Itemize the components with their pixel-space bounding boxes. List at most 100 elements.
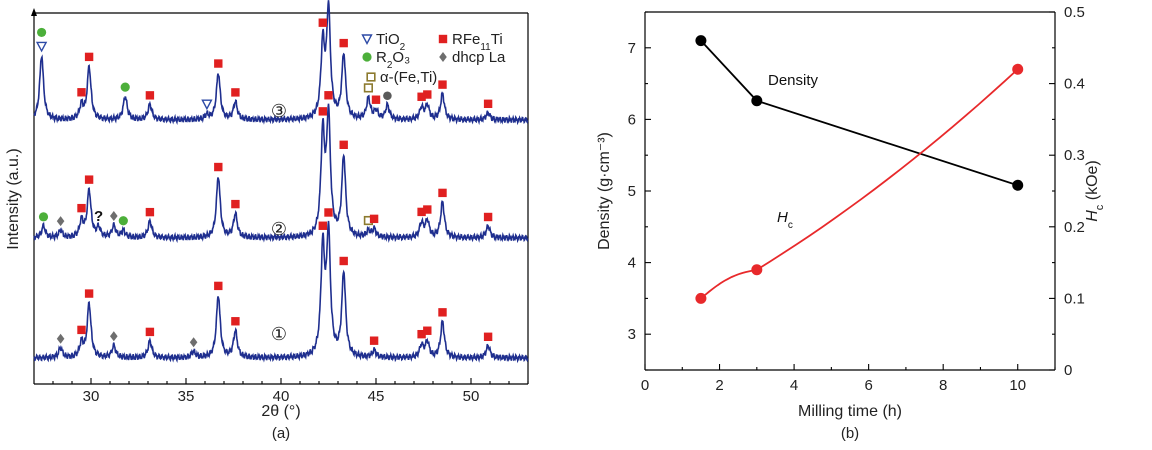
tio2-marker	[201, 99, 213, 111]
rfe11ti-marker	[438, 308, 447, 317]
hc-point	[751, 264, 763, 276]
density-point	[1012, 179, 1024, 191]
pattern-label-2: ②	[271, 219, 287, 239]
legend-text: RFe11Ti	[452, 31, 503, 53]
rfe11ti-marker	[324, 91, 333, 100]
b-left-tick-label: 7	[628, 40, 636, 57]
density-coercivity-panel: 0 2 4 6 8 10 3 4 5 6 7 0 0.1 0.2 0.3 0.4 0.5 Density Hc M…	[596, 4, 1106, 442]
legend-text: α-(Fe,Ti)	[380, 69, 437, 86]
b-left-tick-label: 4	[628, 255, 636, 272]
rfe11ti-marker	[423, 326, 432, 335]
rfe11ti-marker	[318, 221, 327, 230]
b-right-tick-label: 0.4	[1064, 76, 1085, 93]
b-x-tick-label: 0	[641, 377, 649, 394]
rfe11ti-marker	[324, 208, 333, 217]
b-right-tick-label: 0.2	[1064, 219, 1085, 236]
question-mark-label: ?	[94, 208, 103, 225]
b-left-axis-label: Density (g·cm⁻³)	[596, 132, 613, 250]
dhcp-la-marker	[56, 333, 65, 344]
rfe11ti-marker	[145, 207, 155, 217]
rfe11ti-marker	[417, 207, 426, 217]
rfe11ti-marker	[145, 327, 155, 337]
rfe11ti-marker	[231, 317, 240, 326]
b-x-tick-label: 10	[1009, 377, 1026, 394]
rfe11ti-marker	[77, 203, 86, 213]
b-left-tick-label: 6	[628, 111, 636, 128]
rfe11ti-marker	[417, 92, 426, 101]
b-left-tick-label: 5	[628, 183, 636, 200]
rfe11ti-marker	[423, 90, 432, 99]
dhcp-la-marker	[189, 337, 198, 348]
xrd-x-axis-label: 2θ (°)	[261, 403, 300, 420]
density-point	[695, 35, 707, 47]
r2o3-marker	[38, 212, 49, 222]
panel-b-label: (b)	[841, 425, 859, 442]
rfe11ti-marker	[423, 205, 432, 214]
pattern-label-3: ③	[271, 101, 287, 121]
b-right-tick-label: 0.1	[1064, 290, 1085, 307]
hc-series-label: Hc	[777, 209, 793, 231]
rfe11ti-marker	[483, 332, 493, 341]
rfe11ti-marker	[438, 188, 447, 198]
y-axis-arrow	[31, 8, 37, 16]
rfe11ti-marker	[339, 256, 348, 266]
rfe11ti-marker	[318, 107, 327, 116]
b-right-tick-label: 0	[1064, 362, 1072, 379]
alpha-fe-ti-marker	[366, 72, 376, 82]
rfe11ti-marker	[214, 281, 223, 291]
legend-text: R2O₃	[376, 49, 410, 71]
r2o3-marker	[118, 216, 128, 226]
xrd-panel: 30 35 40 45 50 ① ② ③ ? TiO2 RFe11Ti R2O₃ dhcp La α…	[5, 0, 529, 442]
xrd-y-axis-label: Intensity (a.u.)	[5, 148, 22, 249]
alpha-fe-ti-marker	[363, 83, 374, 93]
dhcp-la-marker	[56, 216, 65, 227]
xrd-pattern-2	[33, 103, 529, 244]
rfe11ti-marker	[214, 162, 223, 172]
legend-text: TiO2	[376, 31, 406, 53]
rfe11ti-marker	[438, 80, 447, 89]
dhcp-la-marker	[439, 52, 447, 62]
xrd-x-tick-label: 40	[273, 388, 290, 405]
b-x-tick-label: 4	[790, 377, 798, 394]
xrd-pattern-3	[33, 0, 529, 126]
dark-circle-marker	[383, 91, 392, 101]
pattern-label-1: ①	[271, 324, 287, 344]
rfe11ti-marker	[84, 175, 94, 184]
xrd-x-tick-label: 50	[463, 388, 480, 405]
rfe11ti-marker	[145, 91, 155, 100]
rfe11ti-marker	[483, 99, 493, 109]
rfe11ti-marker	[231, 88, 240, 97]
rfe11ti-marker	[77, 325, 86, 335]
xrd-x-tick-label: 35	[178, 388, 195, 405]
rfe11ti-marker	[77, 88, 86, 97]
rfe11ti-marker	[371, 95, 381, 104]
r2o3-marker	[120, 82, 130, 92]
b-x-axis-label: Milling time (h)	[798, 403, 902, 420]
b-right-axis-label: Hc (kOe)	[1084, 160, 1106, 222]
rfe11ti-marker	[369, 336, 379, 345]
r2o3-marker	[362, 52, 372, 62]
density-series-label: Density	[768, 72, 819, 89]
rfe11ti-marker	[438, 34, 448, 44]
density-point	[751, 95, 763, 107]
hc-point	[695, 292, 707, 304]
b-x-tick-label: 2	[715, 377, 723, 394]
hc-point	[1012, 63, 1024, 75]
rfe11ti-marker	[417, 329, 426, 339]
legend-text: dhcp La	[452, 49, 506, 66]
rfe11ti-marker	[369, 214, 379, 224]
b-right-tick-label: 0.5	[1064, 4, 1085, 21]
xrd-x-tick-label: 45	[368, 388, 385, 405]
panel-a-label: (a)	[272, 425, 290, 442]
density-line	[700, 40, 1019, 187]
rfe11ti-marker	[214, 59, 223, 68]
xrd-x-tick-label: 30	[83, 388, 100, 405]
rfe11ti-marker	[483, 212, 493, 222]
dhcp-la-marker	[110, 210, 118, 221]
hc-line	[700, 68, 1019, 300]
b-left-tick-label: 3	[628, 326, 636, 343]
tio2-marker	[361, 34, 373, 45]
dhcp-la-marker	[110, 331, 118, 342]
r2o3-marker	[37, 27, 47, 38]
rfe11ti-marker	[339, 140, 348, 149]
